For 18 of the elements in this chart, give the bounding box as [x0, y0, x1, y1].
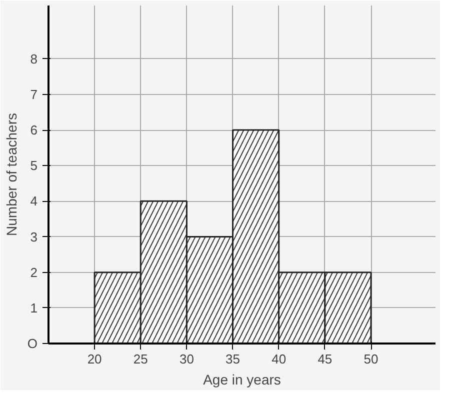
y-tick-label: 6: [30, 122, 38, 138]
y-tick-label: 2: [30, 264, 38, 280]
x-tick-label: 50: [364, 352, 378, 366]
y-tick-label: 4: [30, 194, 38, 209]
y-tick-label: 5: [30, 158, 38, 174]
y-tick-label: O: [27, 336, 38, 351]
x-tick-label: 30: [179, 352, 194, 366]
x-tick-label: 45: [318, 352, 332, 366]
x-axis-title: Age in years: [203, 372, 281, 388]
y-tick-label: 8: [30, 51, 38, 66]
y-tick-label: 3: [30, 229, 38, 244]
x-tick-label: 25: [133, 352, 148, 366]
x-tick-label: 20: [87, 352, 102, 366]
x-tick-label: 40: [272, 352, 286, 366]
x-tick-label: 35: [226, 352, 240, 366]
y-tick-label: 7: [30, 86, 38, 102]
y-tick-label: 1: [30, 300, 38, 316]
y-axis-title: Number of teachers: [3, 113, 20, 236]
